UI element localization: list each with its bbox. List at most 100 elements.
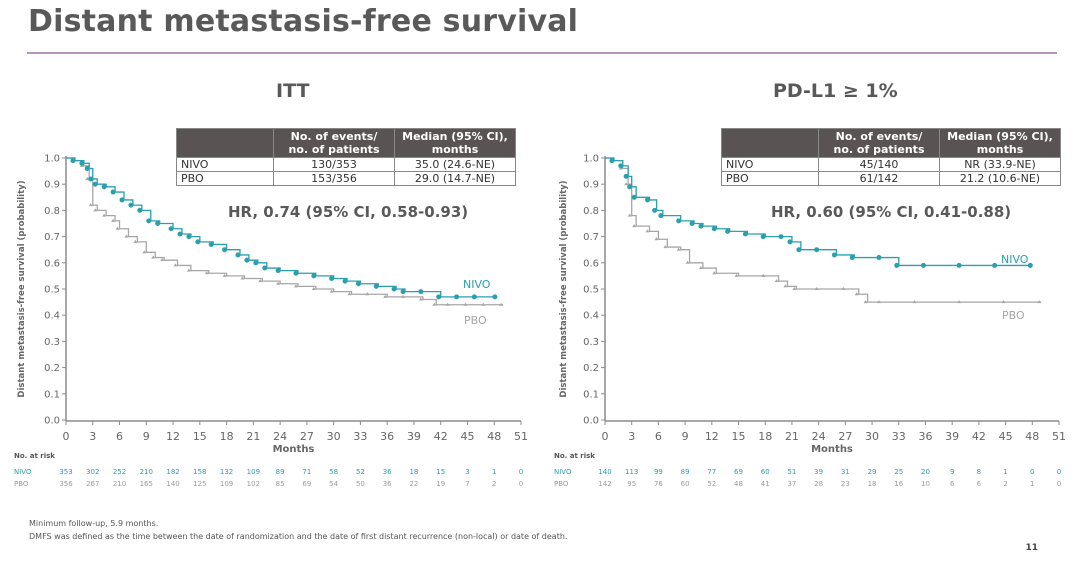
x-tick-label: 3	[89, 430, 96, 443]
x-tick-label: 48	[487, 430, 501, 443]
censor-mark-nivo	[88, 176, 94, 182]
x-tick-label: 45	[999, 430, 1013, 443]
risk-count-pbo: 69	[302, 480, 312, 488]
km-chart-pdl1: 0.00.10.20.30.40.50.60.70.80.91.00 3 6 9 12 1…	[559, 154, 1066, 456]
y-tick-label: 0.3	[44, 337, 60, 348]
y-tick-label: 0.7	[583, 232, 599, 243]
x-tick-label: 0	[602, 430, 609, 443]
risk-count-pbo: 140	[166, 480, 180, 488]
censor-mark-nivo	[400, 289, 406, 295]
censor-mark-pbo	[912, 300, 917, 304]
x-tick-label: 39	[945, 430, 959, 443]
risk-count-nivo: 132	[219, 468, 234, 476]
x-tick-label: 48	[1025, 430, 1039, 443]
risk-count-pbo: 102	[246, 480, 261, 488]
risk-count-nivo: 1	[1003, 468, 1008, 476]
risk-count-pbo: 6	[949, 480, 955, 488]
censor-mark-pbo	[93, 208, 98, 212]
censor-mark-pbo	[685, 260, 690, 264]
censor-mark-nivo	[177, 231, 183, 237]
censor-mark-nivo	[222, 247, 228, 253]
risk-count-pbo: 54	[329, 480, 339, 488]
panel-title-itt: ITT	[276, 80, 310, 102]
risk-count-nivo: 353	[59, 468, 73, 476]
censor-mark-nivo	[92, 181, 98, 187]
x-tick-label: 33	[353, 430, 367, 443]
censor-mark-nivo	[373, 283, 379, 289]
censor-mark-pbo	[645, 229, 650, 233]
x-tick-label: 45	[460, 430, 474, 443]
censor-mark-nivo	[609, 158, 615, 164]
censor-mark-nivo	[849, 255, 855, 261]
censor-mark-pbo	[481, 302, 486, 306]
x-tick-label: 9	[143, 430, 150, 443]
y-tick-label: 0.7	[44, 232, 60, 243]
y-tick-label: 0.9	[583, 180, 599, 191]
x-tick-label: 0	[63, 430, 70, 443]
risk-count-pbo: 1	[1030, 480, 1035, 488]
y-tick-label: 0.0	[583, 416, 599, 427]
risk-count-nivo: 113	[625, 468, 639, 476]
events-value: 153/356	[273, 171, 395, 186]
censor-mark-pbo	[783, 284, 788, 288]
censor-mark-nivo	[631, 194, 637, 200]
censor-mark-pbo	[102, 213, 107, 217]
header-events-line2: no. of patients	[833, 143, 925, 156]
x-tick-label: 42	[972, 430, 986, 443]
censor-mark-nivo	[760, 234, 766, 240]
censor-mark-pbo	[383, 294, 388, 298]
y-tick-label: 0.2	[44, 363, 60, 374]
censor-mark-pbo	[204, 271, 209, 275]
x-tick-label: 42	[434, 430, 448, 443]
risk-count-nivo: 109	[246, 468, 261, 476]
censor-mark-pbo	[627, 213, 632, 217]
censor-mark-pbo	[88, 203, 93, 207]
censor-mark-pbo	[1037, 300, 1042, 304]
x-tick-label: 27	[300, 430, 314, 443]
risk-count-nivo: 0	[1056, 468, 1062, 476]
risk-arm-nivo: NIVO	[554, 468, 572, 476]
risk-count-nivo: 71	[302, 468, 312, 476]
x-tick-label: 15	[193, 430, 207, 443]
censor-mark-nivo	[645, 197, 651, 203]
title-divider	[27, 52, 1057, 54]
risk-count-nivo: 1	[492, 468, 497, 476]
risk-count-pbo: 28	[814, 480, 824, 488]
risk-count-pbo: 2	[1003, 480, 1008, 488]
censor-mark-pbo	[761, 273, 766, 277]
stats-table-header: No. of events/no. of patients Median (95…	[721, 128, 1061, 158]
risk-count-pbo: 95	[627, 480, 637, 488]
x-tick-label: 21	[785, 430, 799, 443]
risk-count-pbo: 2	[492, 480, 497, 488]
censor-mark-pbo	[499, 302, 504, 306]
censor-mark-nivo	[796, 247, 802, 253]
risk-count-nivo: 20	[921, 468, 930, 476]
risk-count-nivo: 52	[355, 468, 365, 476]
x-tick-label: 9	[682, 430, 689, 443]
y-tick-label: 0.8	[583, 206, 599, 217]
risk-count-pbo: 210	[112, 480, 127, 488]
x-tick-label: 3	[628, 430, 635, 443]
censor-mark-nivo	[79, 160, 85, 166]
risk-arm-pbo: PBO	[14, 480, 29, 488]
y-tick-label: 0.6	[44, 258, 60, 269]
censor-mark-nivo	[155, 221, 161, 226]
x-tick-label: 12	[705, 430, 719, 443]
censor-mark-nivo	[329, 276, 335, 282]
header-median: Median (95% CI), months	[394, 128, 516, 158]
censor-mark-nivo	[778, 234, 784, 240]
risk-count-pbo: 23	[840, 480, 850, 488]
censor-mark-nivo	[698, 223, 704, 229]
censor-mark-pbo	[676, 247, 681, 251]
risk-count-nivo: 140	[598, 468, 612, 476]
censor-mark-pbo	[463, 302, 468, 306]
risk-count-pbo: 60	[680, 480, 690, 488]
risk-count-nivo: 18	[409, 468, 419, 476]
risk-count-pbo: 6	[976, 480, 982, 488]
x-tick-label: 27	[838, 430, 852, 443]
km-curve-nivo	[66, 157, 497, 298]
x-tick-label: 36	[918, 430, 932, 443]
risk-count-pbo: 10	[921, 480, 930, 488]
censor-mark-nivo	[618, 163, 624, 169]
header-median-line1: Median (95% CI),	[947, 130, 1053, 143]
